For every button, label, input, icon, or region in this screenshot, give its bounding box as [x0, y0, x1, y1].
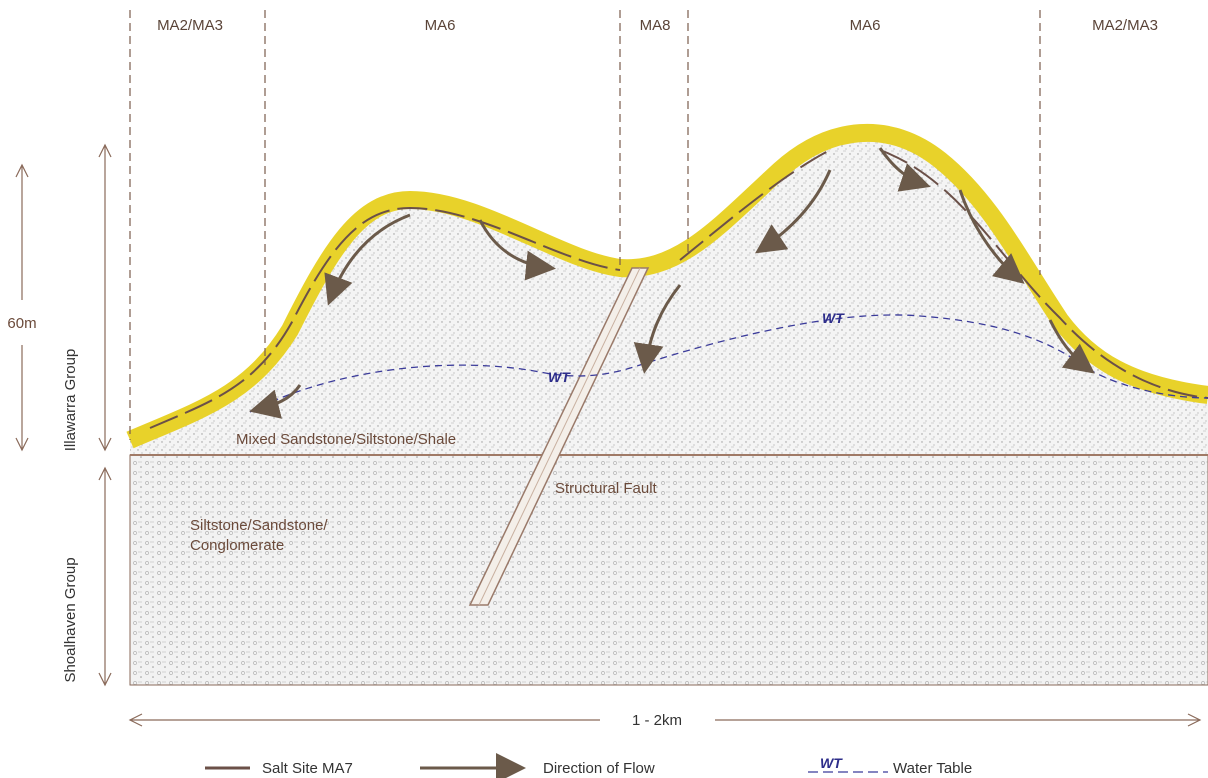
layer-label: Siltstone/Sandstone/ [190, 517, 328, 534]
layer-label: Mixed Sandstone/Siltstone/Shale [236, 431, 456, 448]
diagram: MA2/MA3 MA6 MA8 MA6 MA2/MA3 WT WT Mixed … [0, 0, 1208, 778]
layer-label: Conglomerate [190, 537, 284, 554]
legend-symbol: WT [820, 755, 843, 771]
zone-label: MA8 [640, 17, 671, 34]
lower-unit [130, 455, 1208, 685]
height-label: 60m [7, 315, 36, 332]
layer-label: Structural Fault [555, 480, 658, 497]
zone-label: MA6 [425, 17, 456, 34]
legend-label: Direction of Flow [543, 760, 655, 777]
wt-label: WT [822, 310, 845, 326]
zone-label: MA2/MA3 [157, 17, 223, 34]
width-label: 1 - 2km [632, 712, 682, 729]
legend-label: Salt Site MA7 [262, 760, 353, 777]
group-label: Illawarra Group [62, 349, 79, 452]
legend-label: Water Table [893, 760, 972, 777]
zone-label: MA6 [850, 17, 881, 34]
zone-label: MA2/MA3 [1092, 17, 1158, 34]
group-label: Shoalhaven Group [62, 557, 79, 682]
wt-label: WT [548, 369, 571, 385]
legend: Salt Site MA7 Direction of Flow WT Water… [205, 755, 972, 777]
